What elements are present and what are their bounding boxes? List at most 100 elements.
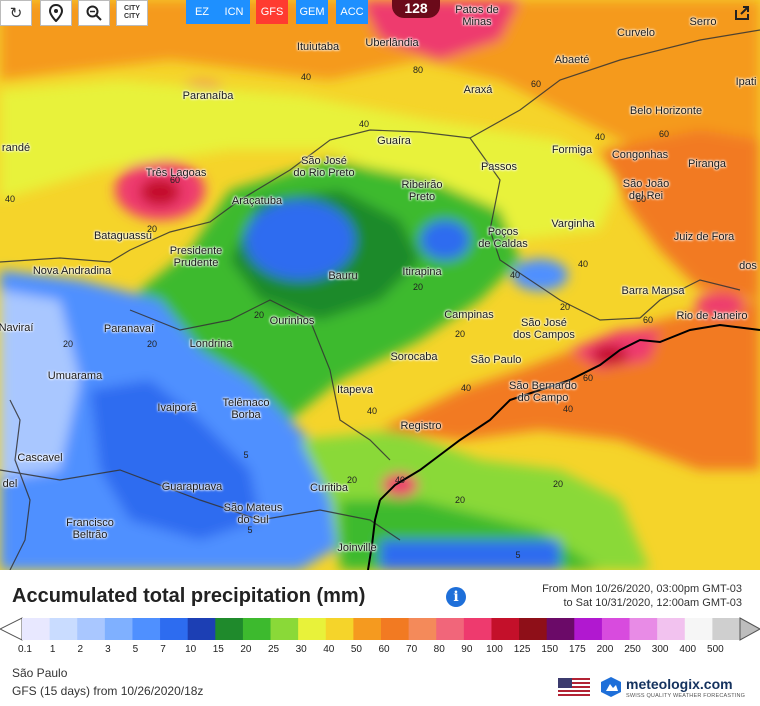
legend-tick-label: 2	[77, 644, 83, 655]
contour-label: 20	[412, 282, 424, 292]
city-label-itapeva: Itapeva	[336, 384, 374, 396]
city-label-sao-paulo: São Paulo	[470, 354, 522, 366]
legend-color-swatch	[463, 618, 492, 640]
legend-color-swatch	[77, 618, 106, 640]
model-button-icn[interactable]: ICN	[218, 0, 250, 24]
share-icon	[735, 6, 749, 20]
model-run-label: GFS (15 days) from 10/26/2020/18z	[12, 684, 204, 698]
legend-color-swatch	[684, 618, 713, 640]
legend-tick-label: 20	[240, 644, 252, 655]
legend-tick-label: 5	[132, 644, 139, 655]
city-label-tres-lagoas: Três Lagoas	[145, 167, 207, 179]
city-label-paranaiba: Paranaíba	[182, 90, 234, 102]
legend-tick-label: 200	[596, 644, 614, 655]
model-button-acc[interactable]: ACC	[336, 0, 368, 24]
legend-tick-label: 400	[679, 644, 697, 655]
contour-label: 20	[146, 339, 158, 349]
legend-color-swatch	[712, 618, 741, 640]
city-label-curvelo: Curvelo	[617, 27, 655, 39]
city-label-ribeirao-preto: Ribeirão Preto	[401, 179, 443, 203]
city-label-telemaco-borba: Telêmaco Borba	[222, 397, 270, 421]
city-label-serro: Serro	[689, 16, 717, 28]
city-label-formiga: Formiga	[551, 144, 593, 156]
us-flag-icon[interactable]	[558, 678, 590, 698]
contour-label: 40	[394, 475, 406, 485]
legend-tick-label: 50	[350, 644, 362, 655]
brand-name: meteologix.com	[626, 676, 733, 692]
contour-label: 40	[577, 259, 589, 269]
contour-label: 60	[169, 175, 181, 185]
city-label-sao-bernardo-do-campo: São Bernardo do Campo	[509, 380, 577, 404]
legend-color-swatch	[657, 618, 686, 640]
city-label-presidente-prudente: Presidente Prudente	[169, 245, 223, 269]
legend-tick-label: 300	[651, 644, 669, 655]
contour-label: 20	[346, 475, 358, 485]
legend-arrow-left	[0, 617, 23, 641]
city-toggle-button[interactable]: CITY CITY	[116, 0, 148, 26]
legend-tick-label: 250	[624, 644, 641, 655]
contour-label: 40	[509, 270, 521, 280]
max-value-marker: 128	[392, 0, 440, 18]
legend-color-swatch	[519, 618, 548, 640]
period-to: to Sat 10/31/2020, 12:00am GMT-03	[563, 597, 742, 609]
city-label-pocos-de-caldas: Poços de Caldas	[478, 226, 528, 250]
model-button-gfs[interactable]: GFS	[256, 0, 288, 24]
legend-tick-label: 0.1	[18, 644, 32, 655]
location-label: São Paulo	[12, 666, 68, 680]
city-label-joinville: Joinville	[337, 542, 377, 554]
city-label-rande: randé	[1, 142, 31, 154]
legend-arrow-right	[739, 617, 760, 641]
legend-color-swatch	[325, 618, 354, 640]
forecast-period: From Mon 10/26/2020, 03:00pm GMT-03 to S…	[542, 582, 742, 610]
contour-label: 20	[146, 224, 158, 234]
zoom-button[interactable]	[78, 0, 110, 26]
city-label-patos-de-minas: Patos de Minas	[455, 4, 499, 28]
legend-color-swatch	[160, 618, 189, 640]
model-button-ez[interactable]: EZ	[186, 0, 218, 24]
meteologix-logo-icon	[600, 676, 622, 698]
share-button[interactable]	[726, 0, 758, 26]
legend-color-scale	[0, 617, 760, 641]
legend-color-swatch	[242, 618, 272, 640]
zoom-icon	[86, 5, 102, 21]
contour-label: 5	[247, 525, 253, 535]
city-label-ituiutaba: Ituiutaba	[296, 41, 340, 53]
refresh-button[interactable]: ↻	[0, 0, 32, 26]
model-button-gem[interactable]: GEM	[296, 0, 328, 24]
legend-color-swatch	[381, 618, 410, 640]
city-label-uberlandia: Uberlândia	[365, 37, 419, 49]
legend-tick-label: 100	[486, 644, 503, 655]
city-label-navirai: Naviraí	[0, 322, 34, 334]
city-label-guaira: Guaíra	[377, 135, 411, 147]
city-label-del: del	[2, 478, 18, 490]
legend-color-swatch	[546, 618, 575, 640]
city-label-passos: Passos	[480, 161, 518, 173]
contour-label: 60	[658, 129, 670, 139]
city-label-barra-mansa: Barra Mansa	[621, 285, 685, 297]
legend-color-swatch	[104, 618, 133, 640]
legend-tick-label: 7	[160, 644, 166, 655]
legend-tick-label: 25	[267, 644, 280, 655]
city-label-guarapuava: Guarapuava	[161, 481, 223, 493]
city-label-sao-mateus-do-sul: São Mateus do Sul	[223, 502, 283, 526]
city-label-abaete: Abaeté	[554, 54, 590, 66]
info-icon[interactable]: i	[446, 587, 466, 607]
location-pin-icon	[49, 4, 63, 22]
contour-label: 20	[559, 302, 571, 312]
city-label-ivaipora: Ivaiporã	[157, 402, 197, 414]
refresh-icon: ↻	[9, 5, 23, 22]
contour-label: 60	[582, 373, 594, 383]
legend-tick-label: 125	[513, 644, 531, 655]
contour-label: 40	[366, 406, 378, 416]
legend-color-swatch	[629, 618, 658, 640]
contour-label: 20	[454, 329, 466, 339]
location-button[interactable]	[40, 0, 72, 26]
legend-tick-label: 70	[406, 644, 418, 655]
legend-tick-label: 15	[212, 644, 224, 655]
precipitation-map[interactable]: 128 Patos de Minas Serro Ituiutaba Uberlând…	[0, 0, 760, 570]
city-label-londrina: Londrina	[189, 338, 233, 350]
contour-label: 60	[635, 194, 647, 204]
city-label-paranavai: Paranavaí	[103, 323, 155, 335]
contour-label: 60	[530, 79, 542, 89]
city-label-ourinhos: Ourinhos	[269, 315, 315, 327]
